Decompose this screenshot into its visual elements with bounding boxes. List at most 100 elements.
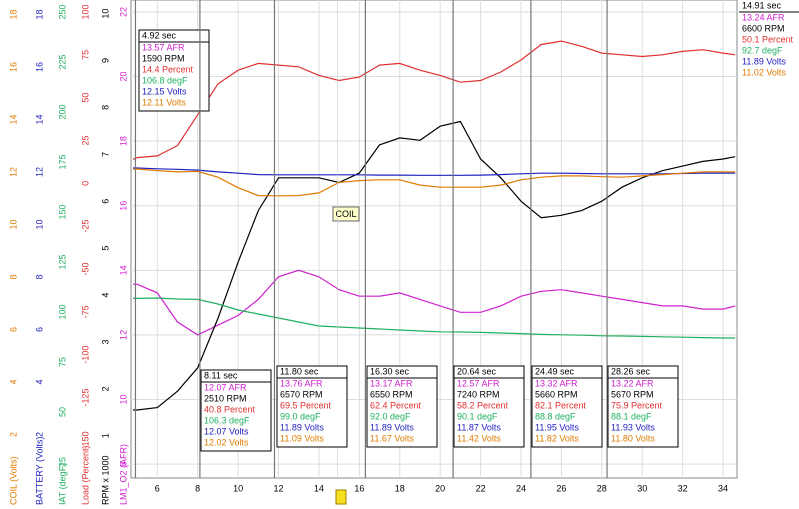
axis-title: IAT (degF)	[57, 463, 67, 505]
cursor-reading: 82.1 Percent	[535, 400, 587, 410]
axis-title: COIL (Volts)	[8, 456, 18, 505]
cursor-reading: 14.4 Percent	[142, 64, 194, 74]
cursor-reading: 11.67 Volts	[370, 433, 414, 443]
axis-title: Load (Percent)	[80, 445, 90, 505]
x-tick-label: 16	[354, 483, 364, 493]
cursor-reading: 11.87 Volts	[457, 422, 501, 432]
y-tick-label: 50	[80, 93, 90, 103]
x-tick-label: 6	[155, 483, 160, 493]
y-tick-label: 2	[34, 432, 44, 437]
cursor-reading: 50.1 Percent	[742, 34, 794, 44]
cursor-reading: 11.09 Volts	[280, 433, 324, 443]
y-tick-label: 2	[100, 386, 110, 391]
x-tick-label: 22	[476, 483, 486, 493]
cursor-reading: 11.42 Volts	[457, 433, 501, 443]
cursor-time: 28.26 sec	[611, 366, 651, 376]
y-tick-label: 7	[100, 152, 110, 157]
cursor-reading: 6550 RPM	[370, 389, 413, 399]
y-tick-label: 3	[100, 339, 110, 344]
cursor-reading: 6600 RPM	[742, 23, 785, 33]
y-tick-label: 0	[80, 181, 90, 186]
cursor-box-bg	[739, 0, 799, 81]
series-line	[132, 40, 736, 160]
y-tick-label: 14	[8, 114, 18, 124]
annotation: COIL	[332, 206, 360, 222]
cursor-reading: 99.0 degF	[280, 411, 321, 421]
x-tick-label: 26	[556, 483, 566, 493]
cursor-reading: 106.8 degF	[142, 75, 188, 85]
cursor-reading: 11.89 Volts	[370, 422, 414, 432]
y-tick-label: 10	[8, 219, 18, 229]
cursor-reading: 12.57 AFR	[457, 378, 500, 388]
y-tick-label: 100	[57, 304, 67, 319]
axis-title: LM1_O2 (AFR)	[118, 444, 128, 505]
time-marker	[335, 489, 347, 505]
cursor-time: 11.80 sec	[280, 366, 319, 376]
y-tick-label: 22	[118, 7, 128, 17]
cursor-reading: 13.57 AFR	[142, 42, 185, 52]
y-tick-label: 9	[100, 58, 110, 63]
series-line	[133, 168, 736, 197]
y-tick-label: 4	[100, 293, 110, 298]
y-tick-label: 14	[118, 265, 128, 275]
y-tick-label: -75	[80, 305, 90, 318]
cursor-reading: 40.8 Percent	[204, 404, 256, 414]
y-tick-label: 1	[100, 433, 110, 438]
y-tick-label: 10	[100, 9, 110, 19]
y-tick-label: 4	[8, 379, 18, 384]
y-tick-label: 18	[34, 9, 44, 19]
x-tick-label: 34	[718, 483, 728, 493]
cursor-reading: 11.80 Volts	[611, 433, 655, 443]
y-tick-label: 25	[57, 457, 67, 467]
cursor-reading: 13.76 AFR	[280, 378, 323, 388]
cursor-reading: 62.4 Percent	[370, 400, 422, 410]
cursor-reading: 92.7 degF	[742, 45, 783, 55]
cursor-box-bg	[200, 369, 272, 452]
cursor-box-bg	[276, 365, 348, 448]
cursor-box-bg	[453, 365, 525, 448]
x-tick-label: 10	[233, 483, 243, 493]
cursor-time: 14.91 sec	[742, 0, 782, 10]
x-tick-label: 12	[274, 483, 284, 493]
y-tick-label: 175	[57, 154, 67, 169]
x-tick-label: 14	[314, 483, 324, 493]
axis-title: BATTERY (Volts)	[34, 436, 44, 505]
y-tick-label: 6	[100, 199, 110, 204]
y-tick-label: 100	[80, 4, 90, 19]
y-tick-label: 16	[34, 62, 44, 72]
y-tick-label: 125	[57, 254, 67, 269]
cursor-reading: 13.24 AFR	[742, 12, 785, 22]
cursor-reading: 58.2 Percent	[457, 400, 509, 410]
y-tick-label: 20	[118, 72, 128, 82]
y-tick-label: 18	[8, 9, 18, 19]
cursor-reading: 88.1 degF	[611, 411, 652, 421]
y-tick-label: -150	[80, 431, 90, 449]
series-line	[133, 269, 736, 336]
y-tick-label: -125	[80, 388, 90, 406]
y-tick-label: 150	[57, 204, 67, 219]
cursor-reading: 11.89 Volts	[742, 56, 786, 66]
cursor-reading: 12.07 Volts	[204, 426, 249, 436]
cursor-reading: 12.11 Volts	[142, 97, 186, 107]
cursor-box-bg	[531, 365, 603, 448]
annotation-text: COIL	[335, 209, 356, 219]
cursor-time: 4.92 sec	[142, 30, 177, 40]
cursor-reading: 5660 RPM	[535, 389, 578, 399]
y-tick-label: 250	[57, 4, 67, 19]
y-tick-label: 25	[80, 135, 90, 145]
series-line	[133, 167, 736, 176]
cursor-reading: 11.02 Volts	[742, 67, 786, 77]
x-tick-label: 18	[395, 483, 405, 493]
cursor-reading: 7240 RPM	[457, 389, 500, 399]
y-tick-label: 10	[34, 219, 44, 229]
y-tick-label: 8	[100, 105, 110, 110]
cursor-reading: 69.5 Percent	[280, 400, 332, 410]
